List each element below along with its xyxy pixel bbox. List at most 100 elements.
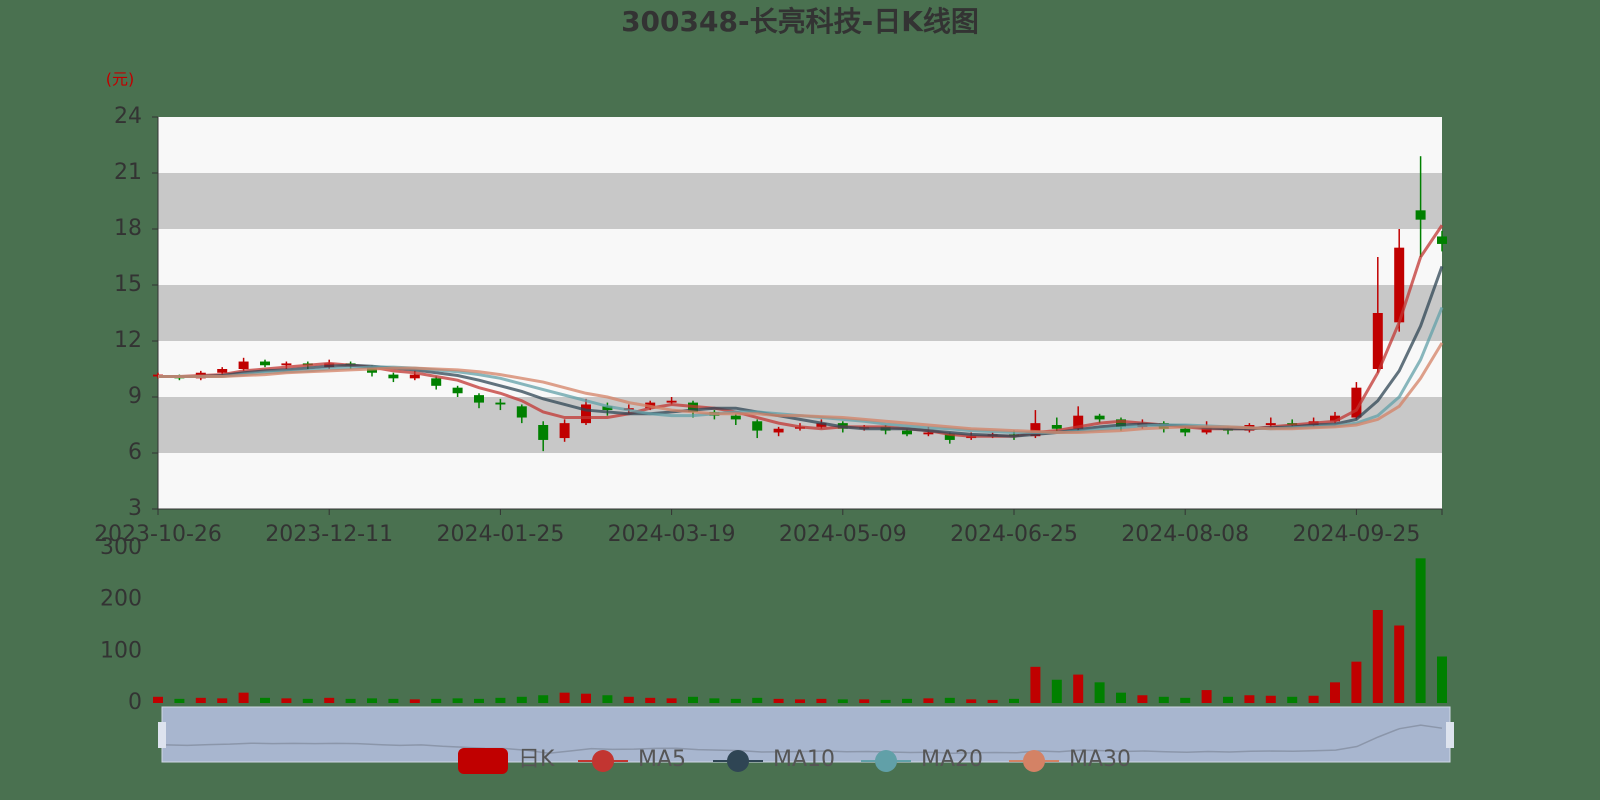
y-tick-label: 9 [128,384,142,409]
volume-bar [581,693,591,703]
volume-bar [195,697,206,703]
candle-body [1372,313,1383,369]
volume-bar [324,697,335,703]
volume-bar [645,697,656,703]
volume-bar [666,698,677,703]
volume-bar [1094,682,1105,703]
volume-tick-label: 100 [100,638,142,663]
legend-icon [727,750,749,772]
candle-body [1180,428,1191,433]
volume-bar [623,696,634,703]
y-tick-label: 3 [128,496,142,521]
volume-bar [752,697,763,703]
volume-bar [1351,661,1362,703]
candle-body [1030,423,1041,437]
volume-bar [1372,610,1383,703]
volume-bar [431,698,442,703]
candle-body [260,361,270,366]
volume-bar [452,698,463,703]
candle-body [923,432,934,435]
candle-body [1330,415,1340,422]
volume-bar [688,696,698,703]
volume-tick-label: 200 [100,587,142,612]
volume-bar [1116,692,1126,703]
y-tick-label: 12 [114,328,142,353]
legend-icon [875,750,897,772]
volume-bar [1137,695,1148,703]
legend-icon [458,748,508,774]
ma-line [158,342,1444,434]
x-tick-label: 2024-06-25 [950,522,1078,547]
candle-body [388,374,399,379]
volume-bar [1201,690,1212,703]
x-tick-label: 2023-12-11 [265,522,393,547]
candle-body [1265,423,1276,425]
chart-title: 300348-长亮科技-日K线图 [621,5,979,38]
volume-bar [1030,666,1041,703]
candle-body [1094,415,1105,420]
zoom-preview [165,724,1443,754]
candle-body [1073,415,1084,429]
candle-body [452,387,463,394]
legend-label[interactable]: MA20 [921,747,983,772]
volume-bar [1287,696,1298,703]
candle-body [516,406,527,418]
candle-body [238,361,249,369]
volume-bar [1051,679,1062,703]
volume-bar [602,695,613,703]
candle-body [816,423,827,427]
candle-body [773,428,784,433]
volume-bar [495,697,506,703]
y-tick-label: 15 [114,272,142,297]
volume-bar [1158,696,1169,703]
volume-bar [966,699,977,703]
legend-label[interactable]: MA10 [773,747,835,772]
volume-bar [923,698,934,703]
volume-bar [1330,682,1340,703]
split-area [158,453,1442,509]
candle-body [581,404,591,424]
volume-bar [474,698,484,703]
volume-bar [388,698,399,703]
volume-bar [153,696,163,703]
zoom-handle[interactable] [1446,722,1454,748]
x-tick-label: 2024-01-25 [436,522,564,547]
candle-body [431,378,442,386]
volume-bar [559,692,570,703]
volume-bar [516,696,527,703]
candle-body [666,400,677,403]
volume-bar [902,698,912,703]
y-tick-label: 18 [114,216,142,241]
candle-body [474,395,484,403]
volume-bar [859,699,870,703]
volume-bar [367,698,377,703]
volume-bar [1437,656,1447,703]
y-tick-label: 21 [114,160,142,185]
volume-bar [281,698,292,703]
zoom-handle[interactable] [158,722,166,748]
x-tick-label: 2024-08-08 [1121,522,1249,547]
candle-body [217,369,228,373]
legend-label[interactable]: MA30 [1069,747,1131,772]
y-tick-label: 6 [128,440,142,465]
candle-body [1051,425,1062,429]
candle-body [559,423,570,439]
volume-bar [987,699,998,703]
legend-label[interactable]: MA5 [638,747,686,772]
volume-tick-label: 0 [128,690,142,715]
volume-bar [773,698,784,703]
split-area [158,229,1442,285]
volume-bar [1244,695,1255,703]
candle-body [281,363,292,366]
volume-bar [1265,695,1276,703]
legend-label[interactable]: 日K [518,747,555,772]
zoom-slider [161,706,1451,763]
volume-bar [944,697,955,703]
y-unit: (元) [106,70,135,89]
legend-icon [1023,750,1045,772]
x-tick-label: 2023-10-26 [94,522,222,547]
volume-bar [174,698,185,703]
candle-body [730,415,741,420]
